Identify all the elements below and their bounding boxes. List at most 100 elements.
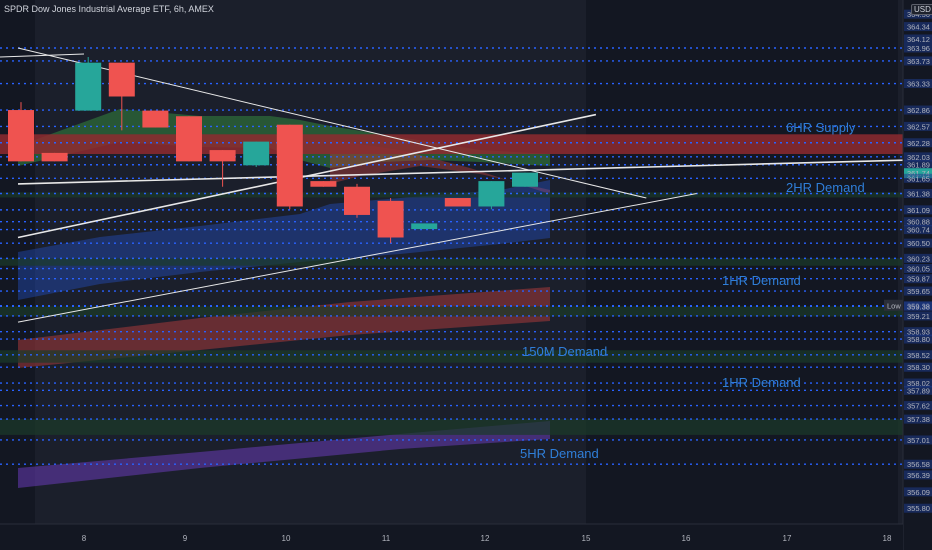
price-tick: 360.88 [907, 218, 930, 227]
price-tick: 363.73 [907, 57, 930, 66]
price-label-bg [904, 79, 932, 89]
price-label-bg [904, 301, 932, 311]
time-tick: 8 [82, 534, 87, 543]
price-label-bg [904, 217, 932, 227]
candle-body [75, 62, 102, 111]
price-tick: 360.23 [907, 254, 930, 263]
price-tick: 364.12 [907, 35, 930, 44]
zone-label: 150M Demand [522, 344, 607, 359]
price-label-bg [904, 327, 932, 337]
price-label-bg [904, 311, 932, 321]
price-tick: 362.28 [907, 139, 930, 148]
price-tick: 359.87 [907, 275, 930, 284]
zone-demand [0, 258, 903, 266]
zones [0, 134, 903, 435]
price-label-bg [904, 459, 932, 469]
current-price-badge [904, 168, 932, 179]
price-label-bg [904, 121, 932, 131]
price-label-bg [904, 264, 932, 274]
price-label-bg [904, 34, 932, 44]
time-axis-bg [0, 524, 903, 550]
price-label-bg [904, 334, 932, 344]
price-tick: 356.58 [907, 460, 930, 469]
price-label-bg [904, 414, 932, 424]
zone-demand [0, 350, 903, 363]
price-label-bg [904, 189, 932, 199]
price-tick: 361.89 [907, 161, 930, 170]
zone-label: 5HR Demand [520, 446, 599, 461]
purple-band [18, 421, 550, 488]
price-label-bg [904, 401, 932, 411]
zone-supply [0, 134, 903, 155]
time-tick: 18 [883, 534, 892, 543]
price-label-bg [904, 105, 932, 115]
price-axis: 364.56364.34364.12363.96363.73363.33362.… [884, 0, 932, 550]
zone-labels: 6HR Supply 2HR Demand 1HR Demand 150M Deman… [520, 120, 865, 461]
price-tick: 355.80 [907, 504, 930, 513]
trendline-flat [17, 158, 922, 185]
price-label-bg [904, 378, 932, 388]
low-marker-label: Low [887, 302, 901, 311]
price-label-bg [904, 238, 932, 248]
price-label-bg [904, 350, 932, 360]
candle-body [176, 116, 202, 162]
price-tick: 363.33 [907, 80, 930, 89]
price-label-bg [904, 56, 932, 66]
candle-body [243, 141, 270, 166]
price-label-bg [904, 160, 932, 170]
zone-label: 1HR Demand [722, 375, 801, 390]
time-tick: 9 [183, 534, 188, 543]
price-tick: 357.89 [907, 386, 930, 395]
time-tick: 16 [682, 534, 691, 543]
price-tick: 359.38 [907, 302, 930, 311]
support-resistance-levels [0, 47, 903, 465]
price-label-bg [904, 22, 932, 32]
symbol-title: SPDR Dow Jones Industrial Average ETF, 6… [4, 4, 214, 14]
price-tick: 359.65 [907, 287, 930, 296]
price-label-bg [904, 205, 932, 215]
candle-body [8, 110, 34, 162]
price-label-bg [904, 225, 932, 235]
price-label-bg [904, 503, 932, 513]
price-tick: 361.09 [907, 206, 930, 215]
price-tick: 358.93 [907, 328, 930, 337]
price-label-bg [904, 138, 932, 148]
candle-body [310, 181, 337, 187]
time-tick: 11 [382, 534, 391, 543]
trendline-rising-channel-bottom [17, 193, 697, 323]
price-tick: 360.50 [907, 239, 930, 248]
price-tick: 356.39 [907, 471, 930, 480]
zone-label: 2HR Demand [786, 180, 865, 195]
time-tick: 12 [481, 534, 490, 543]
price-tick: 356.09 [907, 488, 930, 497]
price-label-bg [904, 274, 932, 284]
price-tick: 358.52 [907, 351, 930, 360]
zone-label: 1HR Demand [722, 273, 801, 288]
price-tick: 359.21 [907, 312, 930, 321]
price-tick: 364.34 [907, 23, 930, 32]
blue-band [18, 180, 550, 300]
price-tick: 358.02 [907, 379, 930, 388]
currency-badge[interactable]: USD [911, 4, 932, 15]
candle-body [411, 223, 438, 230]
zone-demand [0, 306, 903, 317]
price-label-bg [904, 173, 932, 183]
candle-body [377, 200, 404, 238]
price-tick: 358.30 [907, 363, 930, 372]
zone-demand [0, 419, 903, 435]
current-price-label: 361.74 [907, 169, 930, 178]
zone-demand [0, 192, 903, 198]
candle-body [344, 186, 370, 215]
price-label-bg [904, 362, 932, 372]
price-label-bg [904, 435, 932, 445]
price-label-bg [904, 286, 932, 296]
price-label-bg [904, 152, 932, 162]
zone-label: 6HR Supply [786, 120, 856, 135]
candle-body [478, 181, 505, 207]
price-tick: 363.96 [907, 44, 930, 53]
candles [8, 57, 538, 244]
price-tick: 357.62 [907, 402, 930, 411]
candle-body [444, 198, 471, 207]
price-label-bg [904, 253, 932, 263]
